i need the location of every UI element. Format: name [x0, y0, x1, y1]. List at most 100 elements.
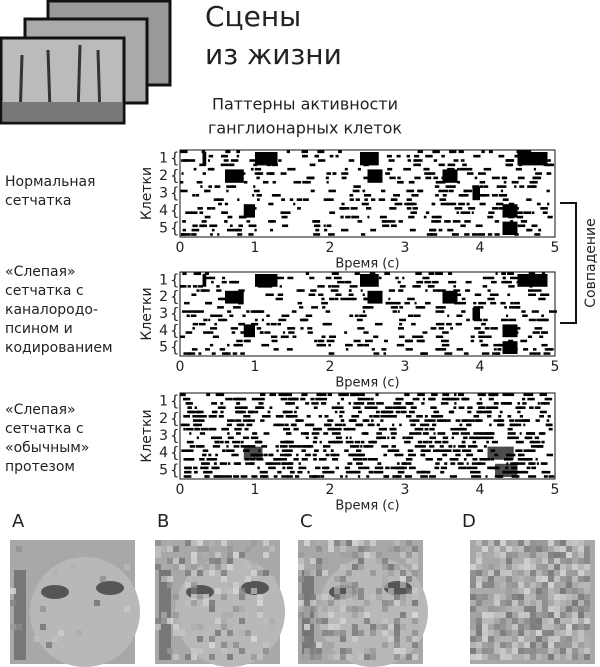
spike	[193, 272, 201, 276]
spike	[523, 393, 529, 397]
spike	[416, 415, 423, 418]
spike	[324, 228, 328, 232]
spike	[219, 348, 226, 351]
spike	[279, 285, 282, 288]
spike	[277, 293, 284, 297]
spike	[331, 285, 340, 288]
noise-pixel	[412, 642, 418, 648]
spike	[435, 310, 444, 313]
noise-pixel	[364, 600, 370, 606]
spike	[374, 322, 383, 326]
spike	[416, 427, 424, 431]
noise-pixel	[566, 648, 572, 654]
x-tick-label: 1	[251, 240, 260, 256]
spike	[438, 163, 445, 167]
spike	[521, 458, 527, 461]
noise-pixel	[500, 558, 506, 564]
noise-pixel	[10, 624, 16, 630]
spike	[330, 453, 337, 457]
noise-pixel	[316, 540, 322, 546]
spike	[398, 289, 404, 292]
spike	[206, 458, 215, 461]
noise-pixel	[191, 564, 197, 570]
noise-pixel	[310, 600, 316, 606]
spike	[453, 289, 461, 292]
spike	[441, 397, 449, 401]
spike	[198, 352, 202, 355]
noise-pixel	[476, 588, 482, 594]
spike	[409, 228, 416, 232]
burst	[517, 274, 548, 287]
spike	[282, 466, 286, 470]
noise-pixel	[352, 552, 358, 558]
noise-pixel	[322, 630, 328, 636]
spike	[340, 475, 343, 478]
spike	[473, 306, 481, 309]
spike	[390, 301, 398, 305]
spike	[404, 393, 409, 397]
spike	[384, 339, 388, 343]
spike	[357, 220, 363, 223]
noise-pixel	[560, 540, 566, 546]
spike	[366, 475, 370, 478]
spike	[313, 458, 317, 461]
spike	[362, 189, 366, 193]
spike	[363, 297, 371, 301]
spike	[472, 440, 477, 444]
noise-pixel	[506, 540, 512, 546]
spike	[378, 198, 386, 201]
spike	[471, 475, 476, 478]
spike	[182, 393, 186, 397]
spike	[431, 406, 437, 409]
spike	[494, 327, 498, 330]
noise-pixel	[304, 540, 310, 546]
noise-pixel	[530, 552, 536, 558]
bracket	[560, 202, 577, 324]
spike	[338, 393, 342, 397]
spike	[363, 466, 370, 470]
spike	[445, 397, 453, 401]
spike	[185, 331, 193, 334]
spike	[341, 172, 349, 175]
spike	[182, 220, 186, 223]
spike	[208, 159, 211, 162]
spike	[433, 159, 438, 162]
spike	[440, 466, 448, 470]
spike	[457, 462, 464, 465]
spike	[210, 415, 217, 418]
spike	[356, 318, 363, 322]
spike	[515, 167, 522, 171]
noise-pixel	[161, 546, 167, 552]
spike	[473, 466, 478, 470]
noise-pixel	[340, 648, 346, 654]
noise-pixel	[304, 636, 310, 642]
spike	[277, 470, 282, 474]
spike	[380, 419, 384, 422]
spike	[258, 402, 261, 405]
spike	[497, 343, 506, 347]
spike	[226, 185, 234, 188]
noise-pixel	[370, 540, 376, 546]
spike	[339, 415, 343, 418]
spike	[329, 154, 334, 158]
spike	[429, 445, 435, 448]
noise-pixel	[524, 564, 530, 570]
noise-pixel	[298, 606, 304, 612]
spike	[224, 220, 228, 223]
spike	[253, 185, 256, 188]
spike	[492, 352, 500, 355]
spike	[273, 462, 281, 465]
spike	[404, 475, 408, 478]
noise-pixel	[376, 552, 382, 558]
spike	[498, 348, 501, 351]
noise-pixel	[358, 564, 364, 570]
title: из жизни	[205, 38, 342, 71]
noise-pixel	[500, 642, 506, 648]
x-tick-label: 5	[551, 240, 560, 256]
spike	[382, 224, 390, 228]
noise-pixel	[251, 654, 257, 660]
noise-pixel	[494, 594, 500, 600]
noise-pixel	[542, 606, 548, 612]
spike	[354, 440, 361, 444]
burst	[442, 169, 458, 183]
